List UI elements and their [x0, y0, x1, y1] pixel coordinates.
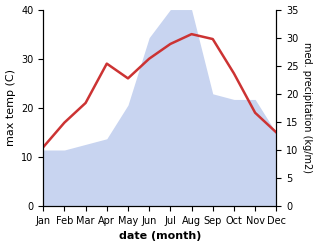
Y-axis label: med. precipitation (kg/m2): med. precipitation (kg/m2)	[302, 42, 313, 173]
X-axis label: date (month): date (month)	[119, 231, 201, 242]
Y-axis label: max temp (C): max temp (C)	[5, 69, 16, 146]
